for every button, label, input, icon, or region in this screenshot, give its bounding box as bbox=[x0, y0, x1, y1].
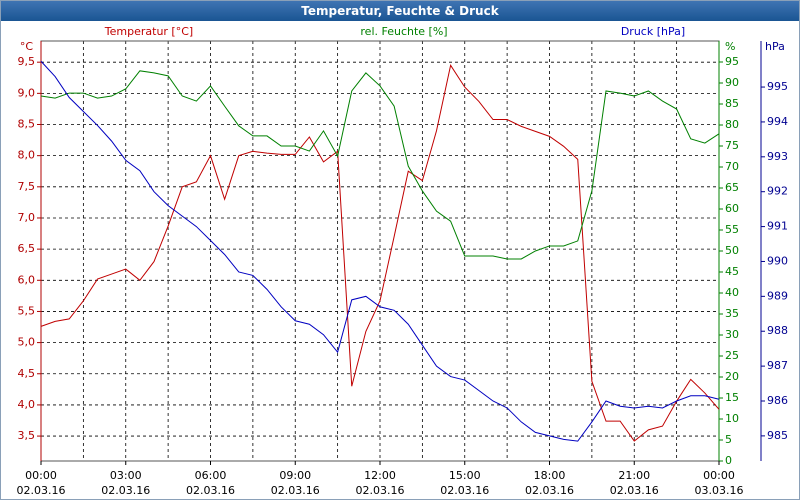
y2-tick-label: 5 bbox=[725, 433, 732, 446]
y3-tick-label: 988 bbox=[767, 324, 788, 337]
y-tick-label: 9,0 bbox=[18, 86, 36, 99]
x-tick-label: 12:00 bbox=[364, 469, 396, 482]
y3-axis-label: hPa bbox=[765, 40, 785, 53]
x-tick-label: 03:00 bbox=[110, 469, 142, 482]
x-tick-label: 15:00 bbox=[449, 469, 481, 482]
y2-tick-label: 50 bbox=[725, 244, 739, 257]
x-tick-date: 02.03.16 bbox=[186, 484, 235, 497]
y-tick-label: 8,5 bbox=[18, 118, 36, 131]
y-axis-label: °C bbox=[20, 40, 34, 53]
y-tick-label: 7,5 bbox=[18, 180, 36, 193]
y2-tick-label: 70 bbox=[725, 160, 739, 173]
chart-title: Temperatur, Feuchte & Druck bbox=[1, 1, 799, 21]
y2-tick-label: 45 bbox=[725, 265, 739, 278]
series-line bbox=[40, 60, 720, 442]
y3-tick-label: 985 bbox=[767, 429, 788, 442]
y-tick-label: 6,5 bbox=[18, 242, 36, 255]
x-tick-date: 02.03.16 bbox=[440, 484, 489, 497]
x-tick-date: 02.03.16 bbox=[610, 484, 659, 497]
x-tick-label: 09:00 bbox=[279, 469, 311, 482]
y-tick-label: 5,0 bbox=[18, 336, 36, 349]
y2-tick-label: 60 bbox=[725, 202, 739, 215]
x-tick-label: 00:00 bbox=[25, 469, 57, 482]
series-line bbox=[40, 64, 720, 442]
y2-tick-label: 40 bbox=[725, 286, 739, 299]
y2-tick-label: 90 bbox=[725, 76, 739, 89]
x-tick-date: 03.03.16 bbox=[695, 484, 744, 497]
y3-tick-label: 991 bbox=[767, 220, 788, 233]
y2-tick-label: 35 bbox=[725, 307, 739, 320]
x-tick-label: 00:00 bbox=[703, 469, 735, 482]
y3-tick-label: 990 bbox=[767, 254, 788, 267]
y2-tick-label: 25 bbox=[725, 349, 739, 362]
legend-label: Druck [hPa] bbox=[621, 25, 685, 38]
x-tick-date: 02.03.16 bbox=[525, 484, 574, 497]
legend-label: Temperatur [°C] bbox=[104, 25, 193, 38]
y3-tick-label: 993 bbox=[767, 150, 788, 163]
y-tick-label: 4,0 bbox=[18, 398, 36, 411]
y2-tick-label: 55 bbox=[725, 223, 739, 236]
legend-label: rel. Feuchte [%] bbox=[360, 25, 447, 38]
y-tick-label: 7,0 bbox=[18, 211, 36, 224]
y-tick-label: 6,0 bbox=[18, 273, 36, 286]
series-line bbox=[40, 70, 720, 260]
y-tick-label: 4,5 bbox=[18, 367, 36, 380]
y3-tick-label: 992 bbox=[767, 185, 788, 198]
y2-tick-label: 15 bbox=[725, 391, 739, 404]
y3-tick-label: 989 bbox=[767, 289, 788, 302]
x-tick-date: 02.03.16 bbox=[271, 484, 320, 497]
y-tick-label: 3,5 bbox=[18, 429, 36, 442]
y2-axis-label: % bbox=[725, 40, 735, 53]
y2-tick-label: 75 bbox=[725, 139, 739, 152]
y2-tick-label: 65 bbox=[725, 181, 739, 194]
x-tick-date: 02.03.16 bbox=[356, 484, 405, 497]
y2-tick-label: 95 bbox=[725, 55, 739, 68]
x-tick-date: 02.03.16 bbox=[17, 484, 66, 497]
y-tick-label: 8,0 bbox=[18, 149, 36, 162]
y-tick-label: 9,5 bbox=[18, 55, 36, 68]
y3-tick-label: 994 bbox=[767, 115, 788, 128]
x-tick-label: 06:00 bbox=[195, 469, 227, 482]
y3-tick-label: 987 bbox=[767, 359, 788, 372]
y2-tick-label: 30 bbox=[725, 328, 739, 341]
x-tick-label: 18:00 bbox=[534, 469, 566, 482]
y2-tick-label: 10 bbox=[725, 412, 739, 425]
y2-tick-label: 0 bbox=[725, 454, 732, 467]
y3-tick-label: 986 bbox=[767, 394, 788, 407]
y2-tick-label: 20 bbox=[725, 370, 739, 383]
x-tick-label: 21:00 bbox=[618, 469, 650, 482]
y3-tick-label: 995 bbox=[767, 80, 788, 93]
x-tick-date: 02.03.16 bbox=[101, 484, 150, 497]
y2-tick-label: 80 bbox=[725, 118, 739, 131]
y2-tick-label: 85 bbox=[725, 97, 739, 110]
y-tick-label: 5,5 bbox=[18, 304, 36, 317]
